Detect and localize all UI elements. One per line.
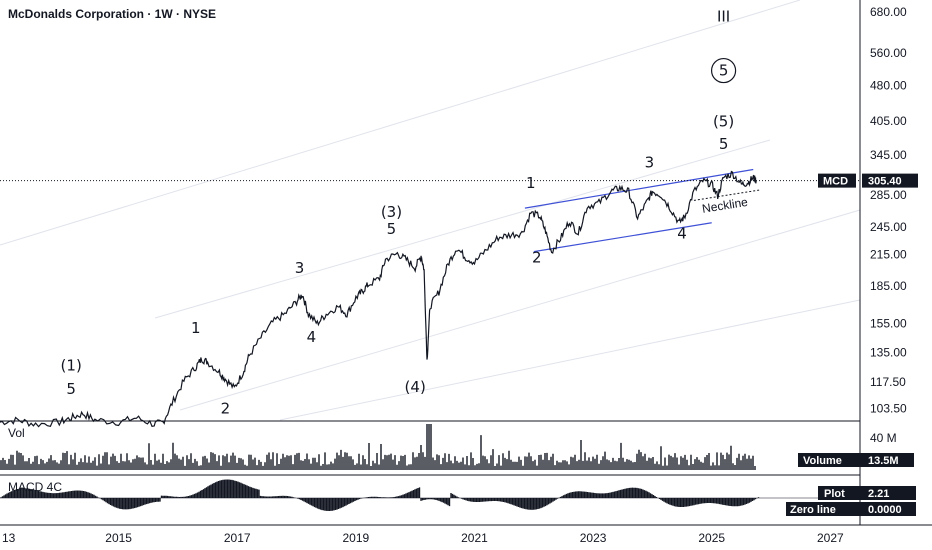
price-tag: 305.40	[868, 176, 902, 188]
price-tick-label: 155.00	[870, 316, 907, 330]
fan-line-4	[279, 299, 861, 421]
wave-label: (4)	[405, 378, 426, 396]
price-tick-label: 680.00	[870, 5, 907, 19]
macd-label: MACD 4C	[8, 480, 62, 494]
fan-line-1	[0, 0, 801, 246]
wave-label: 1	[526, 174, 536, 192]
circled-wave-label: 5	[719, 62, 729, 80]
price-tick-label: 245.00	[870, 220, 907, 234]
volume-label: Vol	[8, 426, 25, 440]
macd-plot-legend-bg	[818, 486, 916, 500]
wave-label: 5	[719, 135, 729, 153]
time-tick-label: 13	[2, 531, 16, 545]
wave-label: 2	[221, 400, 231, 418]
macd-zero-legend-bg	[786, 502, 916, 516]
wave-label: 1	[191, 319, 201, 337]
wave-label: 3	[295, 259, 305, 277]
price-axis[interactable]: 680.00 560.00 480.00 405.00 345.00 285.00 245.…	[870, 5, 907, 415]
price-tick-label: 215.00	[870, 248, 907, 262]
time-tick-label: 2017	[224, 531, 251, 545]
fan-line-3	[179, 209, 861, 411]
price-plot[interactable]	[0, 170, 757, 428]
last-price-tag: MCD 305.40	[818, 173, 918, 188]
wave-label: 3	[645, 154, 655, 172]
time-tick-label: 2021	[461, 531, 488, 545]
price-tick-label: 345.00	[870, 148, 907, 162]
wave-label: (1)	[61, 356, 82, 374]
price-tick-label: 480.00	[870, 78, 907, 92]
symbol-tag: MCD	[823, 176, 848, 188]
price-tick-label: 117.50	[870, 375, 906, 389]
volume-bars	[0, 424, 756, 470]
channel-lower-line	[533, 222, 712, 253]
chart-title: McDonalds Corporation · 1W · NYSE	[8, 7, 216, 21]
time-tick-label: 2015	[105, 531, 132, 545]
macd-zero-label: Zero line	[790, 504, 836, 516]
price-line	[0, 170, 757, 428]
volume-tick: 40 M	[870, 431, 897, 445]
price-tick-label: 285.00	[870, 188, 907, 202]
neckline	[693, 189, 760, 201]
price-tick-label: 103.50	[870, 402, 907, 416]
wave-label: 4	[307, 328, 317, 346]
price-tag-bg	[862, 173, 918, 188]
wave-label: (5)	[713, 112, 734, 130]
time-tick-label: 2023	[580, 531, 607, 545]
wave-label: 5	[387, 220, 397, 238]
time-tick-label: 2019	[343, 531, 370, 545]
wave-label: 2	[532, 249, 542, 267]
price-tick-label: 185.00	[870, 279, 907, 293]
volume-panel[interactable]	[0, 424, 756, 470]
wave-label: III	[717, 8, 730, 26]
time-tick-label: 2025	[698, 531, 725, 545]
volume-legend-label: Volume	[803, 455, 842, 467]
macd-panel[interactable]	[0, 479, 860, 512]
price-tick-label: 135.00	[870, 346, 907, 360]
wave-label: (3)	[381, 203, 402, 221]
channel-lines	[524, 168, 754, 253]
macd-zero-value: 0.0000	[868, 504, 902, 516]
wave-label: 4	[677, 225, 687, 243]
macd-plot-value: 2.21	[868, 488, 889, 500]
volume-legend-value: 13.5M	[868, 455, 899, 467]
fan-lines	[0, 0, 861, 421]
wave-label: 5	[66, 380, 76, 398]
fan-line-2	[154, 139, 771, 319]
circled-wave-marker	[710, 57, 737, 84]
macd-histogram	[0, 479, 760, 511]
channel-upper-line	[524, 168, 754, 209]
macd-plot-label: Plot	[824, 488, 845, 500]
price-tick-label: 560.00	[870, 46, 907, 60]
symbol-tag-bg	[818, 173, 856, 188]
time-axis[interactable]: 13 2015 2017 2019 2021 2023 2025 2027	[2, 531, 844, 545]
time-tick-label: 2027	[817, 531, 844, 545]
price-tick-label: 405.00	[870, 114, 907, 128]
volume-legend-bg	[798, 453, 914, 467]
